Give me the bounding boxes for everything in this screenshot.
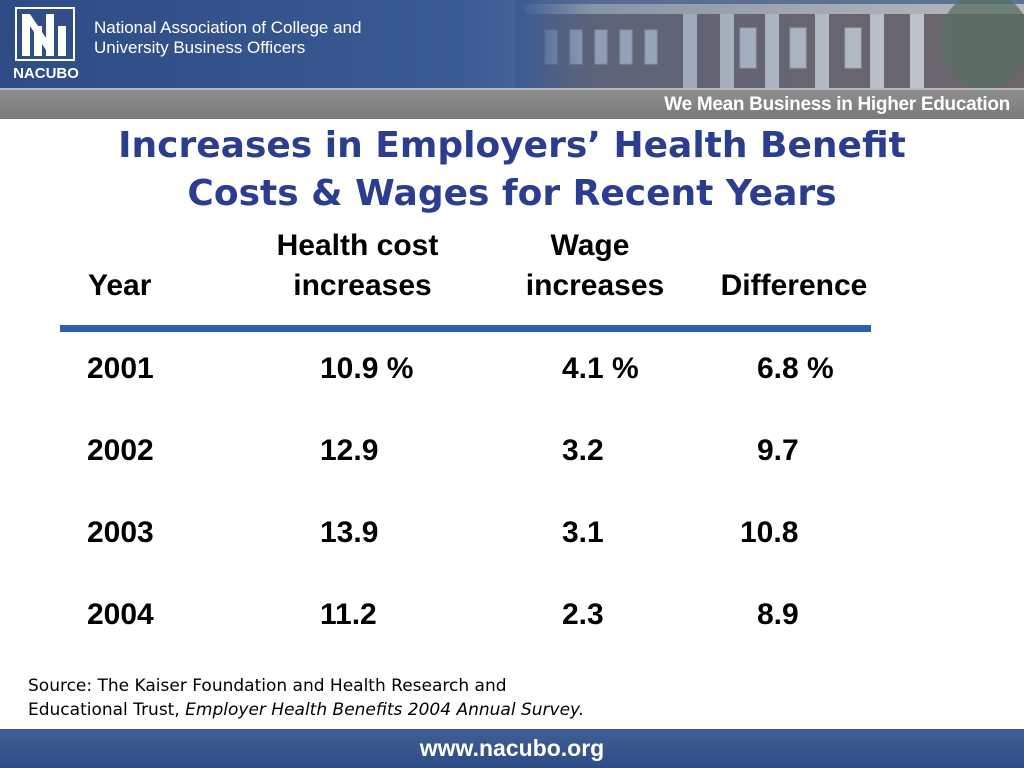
footer-url[interactable]: www.nacubo.org	[419, 735, 605, 761]
footer-bar: www.nacubo.org	[0, 729, 1024, 768]
cell-wage: 3.1	[562, 516, 604, 549]
header-banner: NACUBO National Association of College a…	[0, 0, 1024, 88]
cell-health: 12.9	[320, 434, 379, 467]
title-line2: Costs & Wages for Recent Years	[187, 173, 837, 214]
logo-text: NACUBO	[13, 65, 79, 82]
organization-name: National Association of College and Univ…	[94, 18, 394, 58]
tagline: We Mean Business in Higher Education	[664, 94, 1010, 115]
source-line1: Source: The Kaiser Foundation and Health…	[28, 676, 507, 696]
cell-wage: 2.3	[562, 598, 604, 631]
cell-difference: 6.8 %	[757, 352, 834, 385]
cell-year: 2002	[87, 434, 154, 467]
cell-wage: 4.1 %	[562, 352, 639, 385]
building-photo	[515, 0, 1024, 88]
header-health-line1: Health cost	[276, 229, 439, 262]
nacubo-logo: NACUBO	[13, 7, 79, 82]
source-line2: Educational Trust, Employer Health Benef…	[28, 698, 728, 722]
cell-year: 2004	[87, 598, 154, 631]
cell-year: 2001	[87, 352, 154, 385]
header-wage-line1: Wage	[550, 229, 630, 262]
source-publisher: Educational Trust,	[28, 700, 186, 720]
slide-title: Increases in Employers’ Health Benefit C…	[0, 122, 1024, 218]
cell-health: 10.9 %	[320, 352, 414, 385]
source-note: Source: The Kaiser Foundation and Health…	[28, 674, 728, 722]
header-difference: Difference	[720, 269, 868, 302]
cell-health: 11.2	[320, 598, 377, 631]
header-health-line2: increases	[293, 269, 432, 302]
cell-health: 13.9	[320, 516, 379, 549]
header-wage-line2: increases	[525, 269, 665, 302]
header-year: Year	[88, 269, 152, 302]
title-line1: Increases in Employers’ Health Benefit	[118, 125, 906, 166]
source-title: Employer Health Benefits 2004 Annual Sur…	[185, 700, 585, 720]
cell-year: 2003	[87, 516, 154, 549]
org-name-line2: University Business Officers	[94, 38, 306, 57]
cell-difference: 9.7	[757, 434, 799, 467]
cell-difference: 10.8	[740, 516, 799, 549]
cell-difference: 8.9	[757, 598, 799, 631]
org-name-line1: National Association of College and	[94, 18, 362, 37]
cell-wage: 3.2	[562, 434, 604, 467]
tagline-bar: We Mean Business in Higher Education	[0, 88, 1024, 119]
header-divider	[60, 325, 871, 332]
